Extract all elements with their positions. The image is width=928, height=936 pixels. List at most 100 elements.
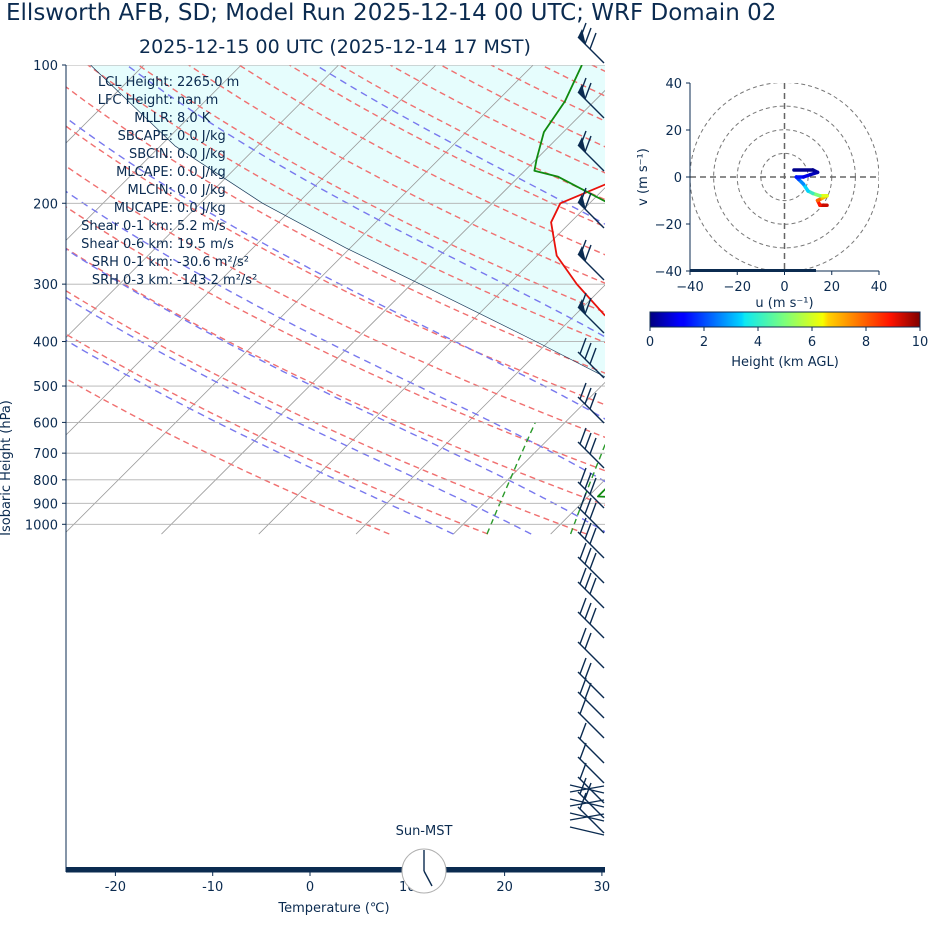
stats-text: LCL Height: 2265.0 m LFC Height: nan m MLLR:… (81, 75, 257, 288)
barb-feather (579, 130, 587, 148)
barb-shaft (577, 36, 605, 64)
barb-feather (584, 387, 592, 405)
moist-adiabat (66, 248, 605, 533)
wind-barb (577, 467, 605, 509)
barb-feather (579, 517, 587, 535)
stat-label: MLCIN: (128, 183, 173, 198)
stat-value: -30.6 m²/s² (177, 255, 249, 270)
stat-value: 0.0 J/kg (177, 183, 226, 198)
sun-dial-hand (423, 870, 433, 887)
wind-barb (577, 567, 605, 609)
isotherm-line (66, 65, 534, 533)
barb-feather (589, 392, 597, 410)
chart-title: Ellsworth AFB, SD; Model Run 2025-12-14 … (6, 0, 777, 26)
barb-feather (589, 607, 597, 625)
y-tick-label: 100 (33, 59, 58, 74)
barb-shaft (577, 736, 605, 764)
isotherm-line (66, 65, 437, 436)
barb-shaft (569, 799, 605, 807)
hodograph: −40−40 −20 −20 0 0 20 20 40 40 u (m s⁻¹) v (m s⁻¹) (636, 77, 887, 311)
wind-barb (577, 337, 605, 379)
dry-adiabat (66, 206, 605, 472)
barb-shaft (569, 813, 605, 821)
barb-feather (584, 135, 592, 153)
isotherm-line (258, 187, 605, 535)
surface-bar (66, 867, 605, 872)
barb-feather (589, 437, 597, 455)
barb-shaft (577, 506, 605, 534)
stat-label: LCL Height: (98, 75, 173, 90)
colorbar-tick-label: 4 (754, 335, 762, 350)
barb-feather (584, 27, 592, 45)
barb-shaft (577, 711, 605, 739)
barb-feather (584, 682, 592, 700)
stat-label: MLCAPE: (116, 165, 173, 180)
stat-label: SRH 0-1 km: (92, 255, 173, 270)
barb-shaft (577, 791, 605, 819)
colorbar-tick-label: 6 (808, 335, 816, 350)
hodo-x-tick-label: −40 (676, 280, 703, 295)
colorbar-gradient (649, 311, 921, 328)
barb-feather (579, 722, 587, 740)
y-tick-label: 300 (33, 278, 58, 293)
barb-feather (584, 82, 592, 100)
moist-adiabat (66, 339, 454, 535)
barb-feather (579, 337, 587, 355)
barb-shaft (577, 306, 605, 334)
wind-barb (577, 777, 605, 819)
wind-barb (577, 427, 605, 469)
moist-adiabat (66, 190, 605, 483)
barb-shaft (577, 581, 605, 609)
colorbar-label: Height (km AGL) (731, 355, 839, 370)
y-tick-label: 900 (33, 497, 58, 512)
y-tick-label: 400 (33, 336, 58, 351)
stat-label: MUCAPE: (114, 201, 173, 216)
stat-value: 19.5 m/s (177, 237, 234, 252)
barb-shaft (577, 611, 605, 639)
barb-feather (579, 657, 587, 675)
barb-flag (578, 194, 586, 210)
barb-shaft (577, 806, 605, 834)
barb-feather (584, 342, 592, 360)
wind-barb (577, 627, 605, 669)
barb-flag (578, 29, 586, 45)
x-tick-label: 20 (496, 880, 513, 895)
hodo-x-label: u (m s⁻¹) (755, 296, 813, 311)
barb-shaft (569, 826, 605, 836)
parcel-line (90, 65, 605, 378)
hodograph-plot (690, 83, 879, 271)
barb-feather (584, 297, 592, 315)
wind-barb (577, 130, 605, 172)
wind-barb (577, 492, 605, 534)
wind-barb (577, 657, 605, 699)
barb-feather (579, 427, 587, 445)
stat-value: 8.0 K (177, 111, 211, 126)
wind-barb (577, 722, 605, 764)
barb-feather (584, 432, 592, 450)
barb-shaft (569, 785, 605, 793)
barb-feather (579, 677, 587, 695)
y-axis-label: Isobaric Height (hPa) (0, 400, 14, 536)
isotherm-line (161, 89, 605, 535)
barb-feather (584, 632, 592, 650)
barb-shaft (577, 253, 605, 281)
stat-label: LFC Height: (98, 93, 173, 108)
hodo-y-tick-label: −20 (655, 218, 682, 233)
barb-feather (579, 22, 587, 40)
colorbar-tick-label: 2 (700, 335, 708, 350)
dry-adiabat (844, 65, 928, 534)
barb-feather (579, 627, 587, 645)
barb-shaft (577, 671, 605, 699)
hodo-x-tick-label: −20 (724, 280, 751, 295)
barb-feather (579, 292, 587, 310)
barb-shaft (577, 756, 605, 784)
cape-cin-fill (90, 65, 605, 377)
barb-feather (584, 192, 592, 210)
wind-barb (577, 22, 605, 64)
mixing-ratio-line (861, 422, 887, 534)
height-colorbar: 0 2 4 6 8 10 Height (km AGL) (646, 311, 928, 370)
barb-feather (579, 777, 587, 795)
cin-shading (90, 65, 605, 377)
mixing-ratio-line (661, 422, 699, 534)
barb-feather (589, 32, 597, 50)
